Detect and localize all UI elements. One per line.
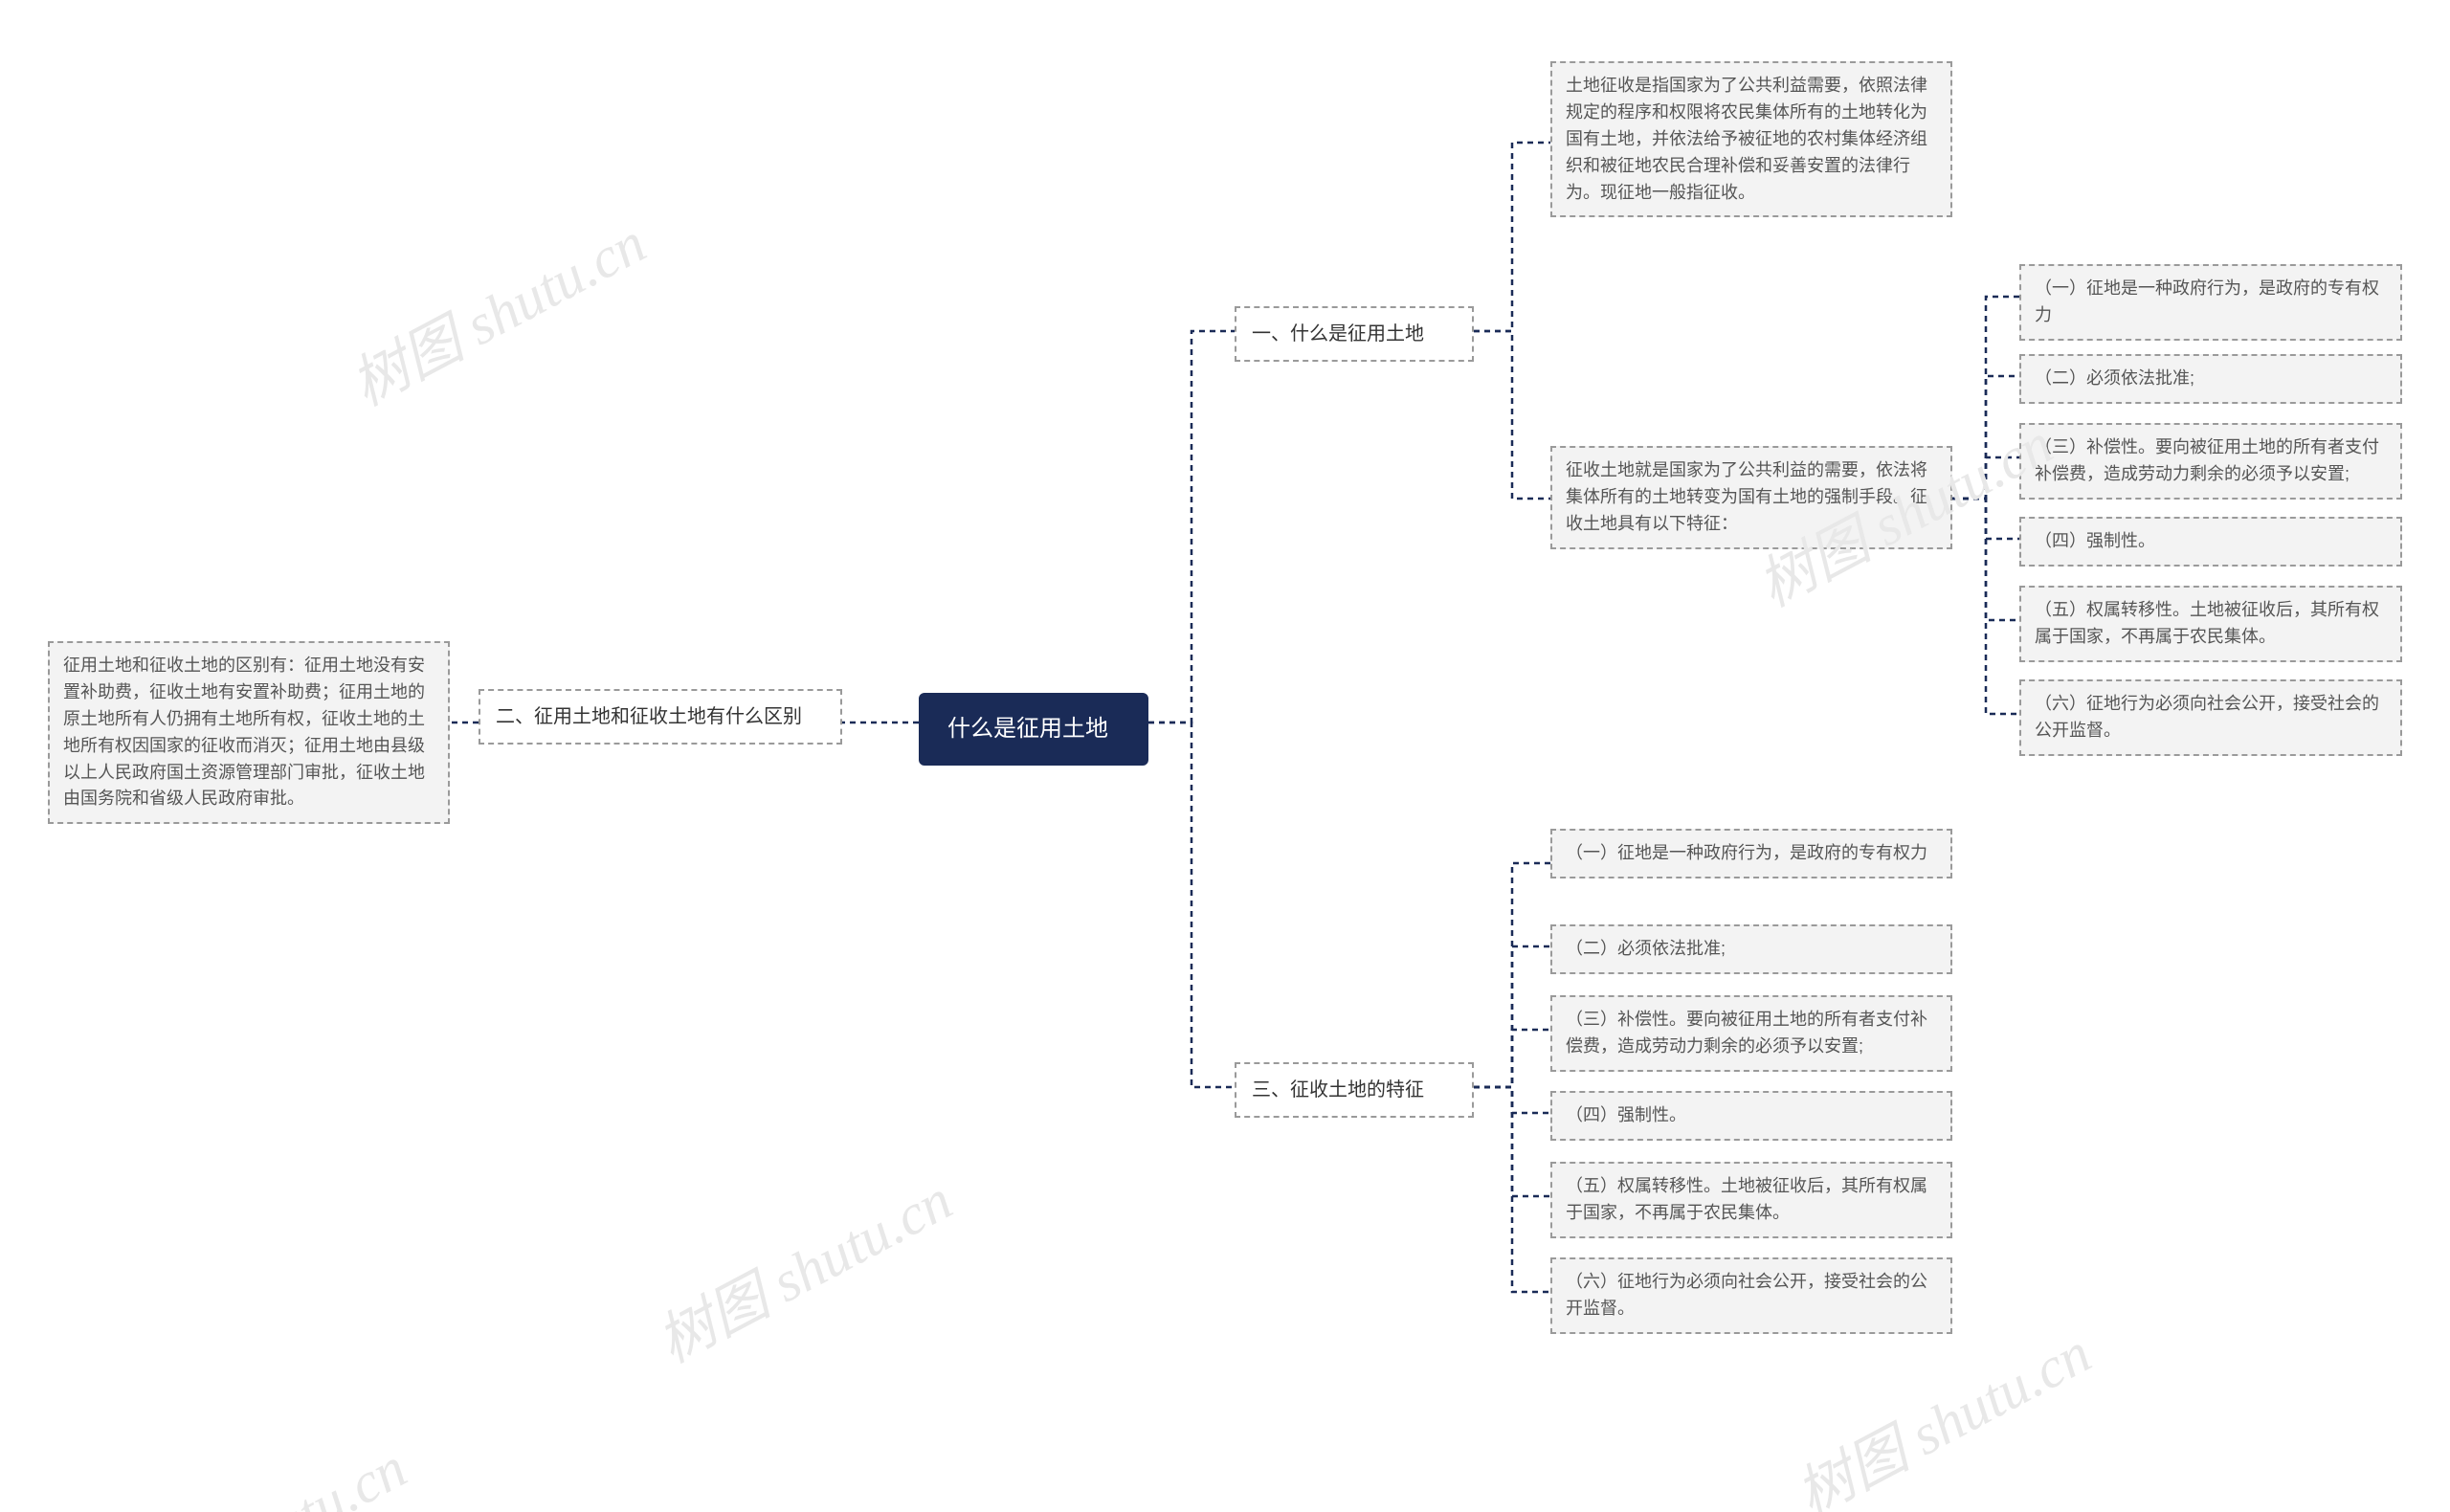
watermark-3: 树图 shutu.cn <box>1779 1307 2103 1512</box>
watermark-0: 树图 shutu.cn <box>334 197 657 422</box>
leaf-b1c2: 征收土地就是国家为了公共利益的需要，依法将集体所有的土地转变为国有土地的强制手段… <box>1550 446 1952 549</box>
leaf-b1c2d: （四）强制性。 <box>2019 517 2402 567</box>
leaf-b3c5: （五）权属转移性。土地被征收后，其所有权属于国家，不再属于农民集体。 <box>1550 1162 1952 1238</box>
leaf-b1c1: 土地征收是指国家为了公共利益需要，依照法律规定的程序和权限将农民集体所有的土地转… <box>1550 61 1952 217</box>
leaf-b3c4: （四）强制性。 <box>1550 1091 1952 1141</box>
leaf-b1c2a: （一）征地是一种政府行为，是政府的专有权力 <box>2019 264 2402 341</box>
leaf-b2c1: 征用土地和征收土地的区别有：征用土地没有安置补助费，征收土地有安置补助费；征用土… <box>48 641 450 824</box>
watermark-2: 树图 shutu.cn <box>640 1154 964 1379</box>
leaf-b1c2c: （三）补偿性。要向被征用土地的所有者支付补偿费，造成劳动力剩余的必须予以安置; <box>2019 423 2402 500</box>
leaf-b1c2b: （二）必须依法批准; <box>2019 354 2402 404</box>
leaf-b3c2: （二）必须依法批准; <box>1550 924 1952 974</box>
branch-b2: 二、征用土地和征收土地有什么区别 <box>479 689 842 745</box>
leaf-b3c3: （三）补偿性。要向被征用土地的所有者支付补偿费，造成劳动力剩余的必须予以安置; <box>1550 995 1952 1072</box>
root-node: 什么是征用土地 <box>919 693 1148 766</box>
leaf-b1c2f: （六）征地行为必须向社会公开，接受社会的公开监督。 <box>2019 679 2402 756</box>
watermark-4: 树图 shutu.cn <box>95 1422 418 1512</box>
branch-b3: 三、征收土地的特征 <box>1235 1062 1474 1118</box>
leaf-b1c2e: （五）权属转移性。土地被征收后，其所有权属于国家，不再属于农民集体。 <box>2019 586 2402 662</box>
branch-b1: 一、什么是征用土地 <box>1235 306 1474 362</box>
leaf-b3c6: （六）征地行为必须向社会公开，接受社会的公开监督。 <box>1550 1257 1952 1334</box>
leaf-b3c1: （一）征地是一种政府行为，是政府的专有权力 <box>1550 829 1952 878</box>
